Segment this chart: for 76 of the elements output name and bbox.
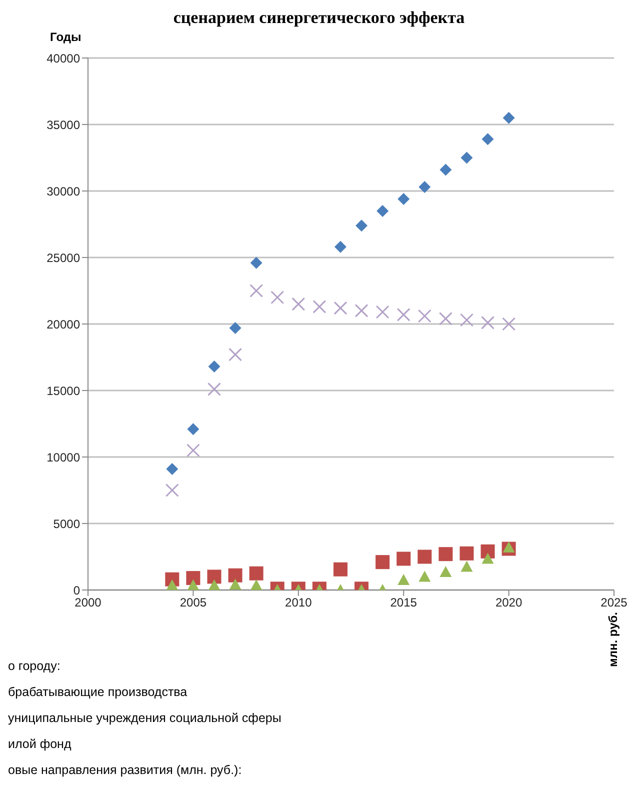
point xyxy=(438,312,452,326)
point xyxy=(165,484,179,497)
point xyxy=(460,546,474,560)
point xyxy=(376,555,390,570)
point xyxy=(356,220,368,232)
point xyxy=(334,301,348,315)
y-tick-label: 5000 xyxy=(53,516,80,531)
point xyxy=(502,317,516,331)
point xyxy=(398,574,410,586)
point xyxy=(208,579,220,590)
point xyxy=(229,578,242,590)
point xyxy=(482,133,494,146)
x-tick-label: 2010 xyxy=(285,596,312,610)
x-tick-label: 2005 xyxy=(180,596,207,610)
point xyxy=(354,304,368,318)
point xyxy=(270,290,284,304)
point xyxy=(250,284,264,298)
point xyxy=(481,316,495,330)
text: илой фонд xyxy=(8,736,72,753)
point xyxy=(250,579,262,590)
point xyxy=(250,256,262,269)
point xyxy=(502,541,515,552)
point xyxy=(166,579,178,590)
text: о городу: xyxy=(8,658,62,675)
x-tick-label: 2000 xyxy=(74,596,102,610)
y-tick-label: 40000 xyxy=(46,51,80,66)
y-tick-label: 0 xyxy=(73,583,80,598)
point xyxy=(398,192,410,205)
point xyxy=(480,544,495,558)
x-tick-label: 2020 xyxy=(495,596,522,610)
point xyxy=(396,552,411,566)
point xyxy=(292,297,306,311)
x-tick-label: 2015 xyxy=(390,596,418,610)
point xyxy=(460,560,473,572)
y2-axis-title: млн. руб. xyxy=(606,612,620,668)
x-tick-label: 2025 xyxy=(600,596,628,610)
point xyxy=(228,568,242,582)
point xyxy=(460,313,474,327)
point xyxy=(440,566,452,578)
point xyxy=(229,322,242,334)
point xyxy=(207,570,222,584)
point xyxy=(208,360,220,373)
point xyxy=(376,305,390,319)
point xyxy=(207,382,221,396)
y-tick-label: 25000 xyxy=(46,250,80,265)
point xyxy=(376,204,389,217)
point xyxy=(186,444,200,458)
text: овые направления развития (млн. руб.): xyxy=(8,762,243,779)
y-tick-label: 15000 xyxy=(46,384,80,398)
point xyxy=(187,423,200,436)
point xyxy=(186,571,200,586)
text: униципальные учреждения социальной сферы xyxy=(8,710,282,727)
point xyxy=(482,552,494,564)
chart-title: сценарием синергетического эффекта xyxy=(172,8,466,28)
point xyxy=(440,164,452,176)
point xyxy=(166,462,178,475)
point xyxy=(418,570,431,582)
y-axis-title: Годы xyxy=(50,30,82,44)
point xyxy=(418,550,432,564)
point xyxy=(334,240,346,253)
point xyxy=(187,579,200,590)
y-tick-label: 35000 xyxy=(46,118,80,132)
point xyxy=(396,308,410,322)
point xyxy=(249,566,264,580)
point xyxy=(418,309,432,323)
point xyxy=(460,152,473,164)
point xyxy=(438,547,453,562)
text: брабатывающие производства xyxy=(8,684,188,701)
point xyxy=(312,300,326,314)
point xyxy=(333,562,348,576)
point xyxy=(228,348,242,362)
point xyxy=(418,181,431,194)
point xyxy=(502,112,515,124)
y-tick-label: 30000 xyxy=(46,184,80,198)
y-tick-label: 20000 xyxy=(46,317,80,332)
y-tick-label: 10000 xyxy=(46,450,80,464)
